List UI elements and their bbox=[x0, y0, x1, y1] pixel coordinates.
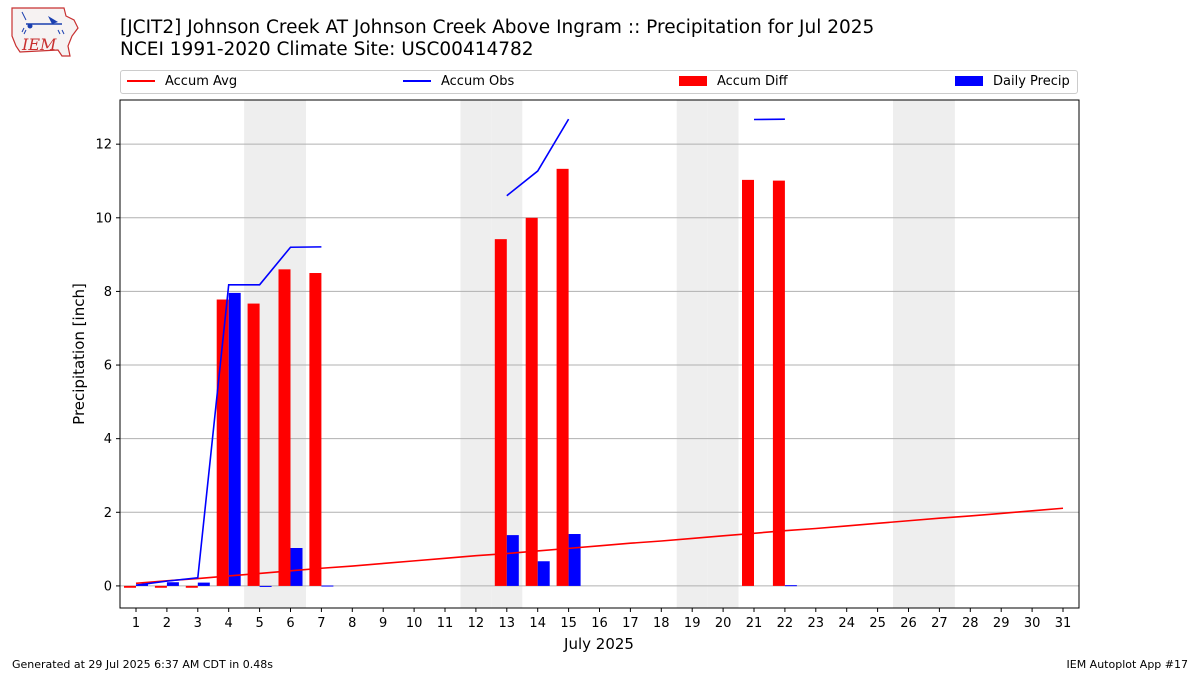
line-accum-obs-segment-0 bbox=[135, 246, 322, 586]
x-tick-label-16: 16 bbox=[591, 616, 608, 631]
weekend-shade-day-20 bbox=[707, 100, 739, 608]
x-tick-label-28: 28 bbox=[962, 616, 979, 631]
bar-accum-diff-day-22 bbox=[772, 180, 785, 586]
x-tick-label-24: 24 bbox=[838, 616, 855, 631]
legend-label-accum-obs: Accum Obs bbox=[441, 74, 515, 89]
y-tick-label-4: 4 bbox=[104, 432, 112, 447]
line-accum-obs-segment-1 bbox=[506, 118, 570, 197]
x-tick-label-31: 31 bbox=[1055, 616, 1072, 631]
x-tick-label-4: 4 bbox=[225, 616, 233, 631]
weekend-shade-day-12 bbox=[460, 100, 492, 608]
legend-label-accum-diff: Accum Diff bbox=[717, 74, 788, 89]
bar-accum-diff-day-21 bbox=[742, 179, 754, 586]
title-line-1: [JCIT2] Johnson Creek AT Johnson Creek A… bbox=[120, 17, 875, 38]
y-tick-label-0: 0 bbox=[104, 579, 112, 594]
y-tick-label-10: 10 bbox=[95, 211, 112, 226]
x-tick-label-13: 13 bbox=[499, 616, 516, 631]
bars bbox=[124, 168, 797, 588]
weekend-shade-day-27 bbox=[923, 100, 955, 608]
x-tick-label-19: 19 bbox=[684, 616, 701, 631]
lines bbox=[135, 118, 1064, 586]
legend: Accum Avg Accum Obs Accum Diff Daily Pre… bbox=[120, 70, 1078, 94]
line-accum-avg-segment-0 bbox=[135, 507, 1064, 585]
x-tick-label-25: 25 bbox=[869, 616, 886, 631]
bar-accum-diff-day-5 bbox=[247, 303, 260, 586]
x-tick-label-7: 7 bbox=[317, 616, 325, 631]
chart-title: [JCIT2] Johnson Creek AT Johnson Creek A… bbox=[120, 17, 874, 61]
legend-item-daily-precip: Daily Precip bbox=[955, 74, 1070, 90]
legend-swatch-accum-diff bbox=[679, 75, 707, 86]
x-tick-label-15: 15 bbox=[560, 616, 577, 631]
x-tick-label-8: 8 bbox=[348, 616, 356, 631]
x-tick-label-12: 12 bbox=[468, 616, 485, 631]
bar-daily-precip-day-22 bbox=[784, 585, 797, 587]
x-tick-label-1: 1 bbox=[132, 616, 140, 631]
bar-accum-diff-day-15 bbox=[556, 168, 569, 586]
x-tick-label-20: 20 bbox=[715, 616, 732, 631]
bar-accum-diff-day-13 bbox=[494, 239, 507, 586]
y-axis-label: Precipitation [inch] bbox=[70, 283, 88, 425]
legend-swatch-accum-obs bbox=[403, 79, 431, 82]
bar-accum-diff-day-1 bbox=[124, 585, 136, 588]
legend-item-accum-avg: Accum Avg bbox=[127, 74, 237, 90]
weekend-shading bbox=[244, 100, 955, 608]
svg-text:IEM: IEM bbox=[21, 35, 57, 54]
bar-accum-diff-day-2 bbox=[154, 585, 167, 588]
legend-swatch-accum-avg bbox=[127, 79, 155, 82]
x-tick-label-23: 23 bbox=[808, 616, 825, 631]
bar-daily-precip-day-4 bbox=[228, 292, 241, 586]
x-tick-label-26: 26 bbox=[900, 616, 917, 631]
x-tick-label-2: 2 bbox=[163, 616, 171, 631]
x-tick-label-21: 21 bbox=[746, 616, 763, 631]
x-tick-label-29: 29 bbox=[993, 616, 1010, 631]
x-tick-label-27: 27 bbox=[931, 616, 948, 631]
y-tick-label-2: 2 bbox=[104, 506, 112, 521]
x-tick-label-9: 9 bbox=[379, 616, 387, 631]
weekend-shade-day-26 bbox=[893, 100, 924, 608]
x-tick-label-22: 22 bbox=[777, 616, 794, 631]
bar-daily-precip-day-5 bbox=[259, 585, 272, 587]
x-tick-label-10: 10 bbox=[406, 616, 423, 631]
x-tick-label-17: 17 bbox=[622, 616, 639, 631]
weekend-shade-day-19 bbox=[676, 100, 708, 608]
x-tick-label-30: 30 bbox=[1024, 616, 1041, 631]
iem-logo: IEM bbox=[11, 7, 79, 57]
legend-item-accum-obs: Accum Obs bbox=[403, 74, 514, 90]
bar-daily-precip-day-2 bbox=[166, 582, 179, 586]
y-tick-label-6: 6 bbox=[104, 359, 112, 374]
title-line-2: NCEI 1991-2020 Climate Site: USC00414782 bbox=[120, 39, 534, 60]
x-tick-label-5: 5 bbox=[255, 616, 263, 631]
x-tick-label-18: 18 bbox=[653, 616, 670, 631]
bar-daily-precip-day-3 bbox=[197, 582, 210, 586]
bar-accum-diff-day-3 bbox=[185, 585, 198, 588]
legend-label-daily-precip: Daily Precip bbox=[993, 74, 1070, 89]
bar-accum-diff-day-7 bbox=[309, 273, 322, 586]
y-tick-label-12: 12 bbox=[95, 138, 112, 153]
bar-daily-precip-day-6 bbox=[290, 547, 303, 586]
footer-generated: Generated at 29 Jul 2025 6:37 AM CDT in … bbox=[12, 658, 273, 671]
x-tick-label-14: 14 bbox=[529, 616, 546, 631]
legend-label-accum-avg: Accum Avg bbox=[165, 74, 238, 89]
bar-daily-precip-day-13 bbox=[506, 535, 519, 586]
bar-daily-precip-day-14 bbox=[537, 561, 550, 586]
x-tick-label-11: 11 bbox=[437, 616, 454, 631]
legend-swatch-daily-precip bbox=[955, 75, 983, 86]
y-tick-label-8: 8 bbox=[104, 285, 112, 300]
bar-accum-diff-day-6 bbox=[278, 269, 291, 586]
bar-daily-precip-day-15 bbox=[568, 534, 581, 586]
x-axis-label: July 2025 bbox=[563, 635, 634, 653]
bar-daily-precip-day-7 bbox=[321, 585, 334, 587]
legend-item-accum-diff: Accum Diff bbox=[679, 74, 788, 90]
x-tick-label-6: 6 bbox=[286, 616, 294, 631]
bar-accum-diff-day-14 bbox=[525, 217, 538, 586]
x-tick-label-3: 3 bbox=[194, 616, 202, 631]
footer-app-id: IEM Autoplot App #17 bbox=[1066, 658, 1189, 671]
